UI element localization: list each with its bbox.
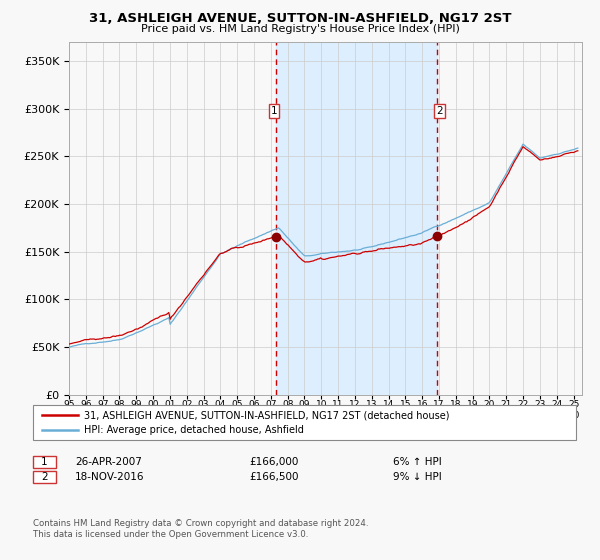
Text: 26-APR-2007: 26-APR-2007: [75, 457, 142, 467]
Text: Price paid vs. HM Land Registry's House Price Index (HPI): Price paid vs. HM Land Registry's House …: [140, 24, 460, 34]
Text: 9% ↓ HPI: 9% ↓ HPI: [393, 472, 442, 482]
Text: 18-NOV-2016: 18-NOV-2016: [75, 472, 145, 482]
Text: This data is licensed under the Open Government Licence v3.0.: This data is licensed under the Open Gov…: [33, 530, 308, 539]
Text: 2: 2: [41, 472, 48, 482]
Text: £166,000: £166,000: [249, 457, 298, 467]
Text: 1: 1: [271, 106, 277, 116]
Text: 6% ↑ HPI: 6% ↑ HPI: [393, 457, 442, 467]
Text: £166,500: £166,500: [249, 472, 299, 482]
Text: 1: 1: [41, 457, 48, 467]
Text: Contains HM Land Registry data © Crown copyright and database right 2024.: Contains HM Land Registry data © Crown c…: [33, 519, 368, 528]
Text: HPI: Average price, detached house, Ashfield: HPI: Average price, detached house, Ashf…: [84, 425, 304, 435]
Text: 31, ASHLEIGH AVENUE, SUTTON-IN-ASHFIELD, NG17 2ST: 31, ASHLEIGH AVENUE, SUTTON-IN-ASHFIELD,…: [89, 12, 511, 25]
Text: 2: 2: [436, 106, 443, 116]
Text: 31, ASHLEIGH AVENUE, SUTTON-IN-ASHFIELD, NG17 2ST (detached house): 31, ASHLEIGH AVENUE, SUTTON-IN-ASHFIELD,…: [84, 410, 449, 421]
Bar: [276, 42, 437, 395]
